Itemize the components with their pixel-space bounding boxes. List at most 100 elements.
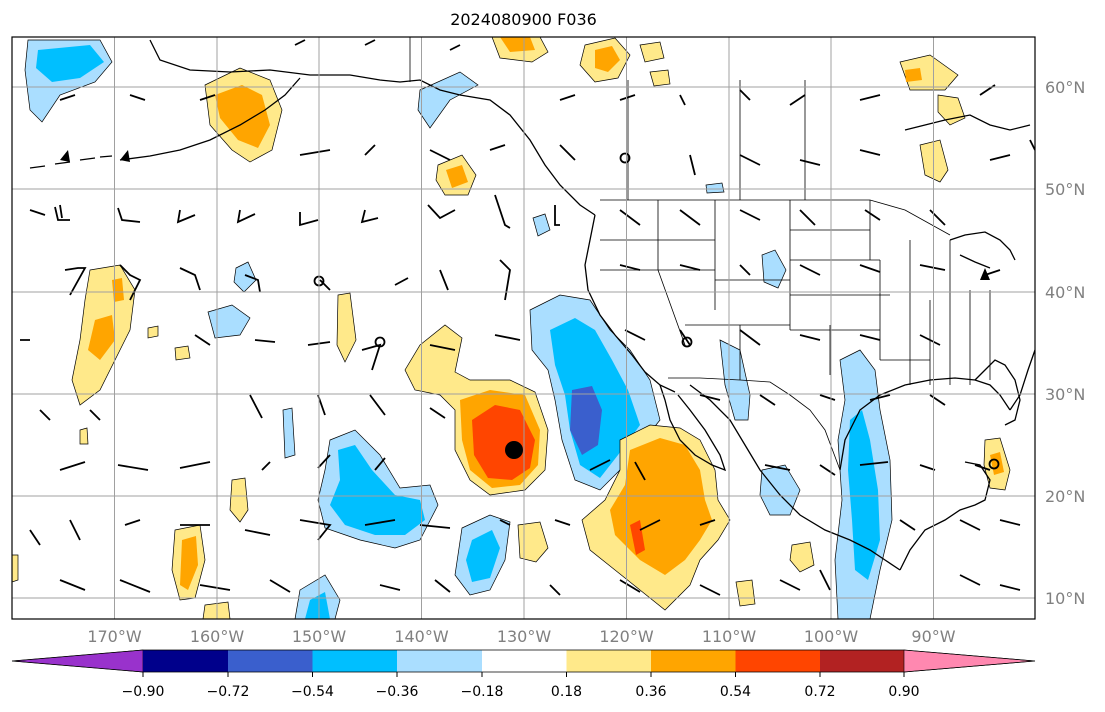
- lon-label: 120°W: [599, 627, 654, 646]
- lat-label: 50°N: [1045, 180, 1085, 199]
- wind-barb: [29, 519, 716, 546]
- gridlines: [12, 37, 1035, 619]
- lat-label: 60°N: [1045, 78, 1085, 97]
- flag-markers: [60, 150, 990, 280]
- anomaly-patch: [789, 541, 815, 573]
- border-canada-provinces: [627, 80, 806, 200]
- colorbar: −0.90 −0.72 −0.54 −0.36 −0.18 0.18 0.36 …: [11, 649, 1036, 700]
- anomaly-patch: [905, 68, 922, 82]
- lat-label: 30°N: [1045, 385, 1085, 404]
- colorbar-tick-label: −0.72: [207, 684, 250, 700]
- wind-barb: [619, 264, 1001, 276]
- coastline-florida: [974, 359, 1021, 426]
- lat-label: 40°N: [1045, 283, 1085, 302]
- anomaly-patch: [112, 278, 124, 302]
- colorbar-segment: [651, 650, 736, 672]
- lat-label: 10°N: [1045, 589, 1085, 608]
- wind-barb: [299, 144, 1011, 176]
- anomaly-patch: [759, 464, 801, 516]
- calm-marker: [681, 336, 693, 348]
- wind-barb: [899, 519, 1021, 591]
- storm-center-marker: [505, 441, 523, 459]
- flag-marker: [980, 268, 990, 280]
- wind-barb: [619, 209, 946, 226]
- wind-barbs: [20, 39, 1035, 596]
- anomaly-patch: [229, 477, 249, 523]
- colorbar-tick-label: 0.54: [720, 684, 751, 700]
- calm-marker: [988, 458, 1000, 470]
- anomaly-patch: [649, 69, 671, 87]
- colorbar-tick-label: 0.72: [804, 684, 835, 700]
- lat-label: 20°N: [1045, 487, 1085, 506]
- anomaly-patch: [500, 37, 535, 52]
- colorbar-tick-label: −0.90: [122, 684, 165, 700]
- colorbar-tick-label: −0.36: [376, 684, 419, 700]
- anomaly-patch: [705, 182, 725, 194]
- anomaly-patch: [282, 407, 296, 459]
- colorbar-tick-label: 0.90: [888, 684, 919, 700]
- colorbar-tick-label: 0.36: [635, 684, 666, 700]
- border-us-mexico: [668, 377, 841, 471]
- colorbar-tick-label: 0.18: [551, 684, 582, 700]
- anomaly-patch: [305, 592, 330, 619]
- map-title: 2024080900 F036: [450, 10, 597, 29]
- positive-anomaly-regions: [12, 37, 1011, 619]
- anomaly-patch: [79, 427, 89, 445]
- anomaly-patch: [336, 292, 357, 363]
- colorbar-tick-label: −0.54: [291, 684, 334, 700]
- wind-barb: [699, 394, 946, 406]
- coastline-aleutians: [29, 155, 113, 169]
- anomaly-patch: [180, 536, 198, 590]
- colorbar-segment: [397, 650, 482, 672]
- lon-label: 100°W: [804, 627, 859, 646]
- wind-barb: [29, 194, 560, 229]
- colorbar-segment: [566, 650, 651, 672]
- lon-label: 160°W: [190, 627, 245, 646]
- anomaly-patch: [147, 325, 159, 339]
- anomaly-patch: [899, 54, 959, 91]
- coastline-yucatan: [899, 461, 991, 571]
- colorbar-extend-max: [903, 649, 1036, 673]
- anomaly-patch: [595, 46, 620, 72]
- anomaly-patch: [88, 315, 115, 360]
- lon-label: 140°W: [394, 627, 449, 646]
- anomaly-patch: [207, 304, 251, 339]
- anomaly-patch: [570, 386, 602, 455]
- colorbar-segment: [143, 650, 228, 672]
- colorbar-segment: [482, 650, 567, 672]
- coastline-hudson: [904, 114, 1031, 131]
- colorbar-segment: [228, 650, 313, 672]
- coastline-baja: [659, 384, 727, 472]
- lon-label: 110°W: [702, 627, 757, 646]
- coastline-alaska: [149, 39, 596, 216]
- colorbar-segment: [735, 650, 820, 672]
- wind-barb: [789, 84, 1035, 212]
- coastline-great-lakes: [949, 231, 1016, 269]
- border-us-canada: [600, 199, 951, 236]
- coastline-mexico-pacific: [689, 384, 901, 571]
- anomaly-patch: [446, 165, 468, 188]
- anomaly-patch: [233, 261, 257, 293]
- wind-barb: [39, 394, 446, 421]
- political-borders: [409, 37, 991, 471]
- wind-barb: [764, 461, 991, 476]
- flag-marker: [120, 150, 130, 162]
- flag-marker: [60, 150, 70, 162]
- lon-label: 90°W: [911, 627, 955, 646]
- lon-label: 150°W: [292, 627, 347, 646]
- wind-barb: [59, 39, 751, 106]
- lon-label: 130°W: [497, 627, 552, 646]
- anomaly-patch: [472, 405, 535, 480]
- lat-labels: 60°N 50°N 40°N 30°N 20°N 10°N: [1045, 78, 1085, 608]
- anomaly-patch: [532, 213, 551, 237]
- calm-marker: [374, 336, 386, 348]
- field-layer: [12, 37, 1035, 619]
- anomaly-patch: [36, 45, 104, 82]
- anomaly-patch: [12, 554, 19, 583]
- anomaly-patch: [761, 249, 787, 289]
- coastline-alaska-peninsula: [119, 77, 301, 161]
- lon-labels: 170°W 160°W 150°W 140°W 130°W 120°W 110°…: [87, 627, 955, 646]
- coastline-west-coast: [584, 214, 676, 393]
- anomaly-patch: [174, 345, 191, 361]
